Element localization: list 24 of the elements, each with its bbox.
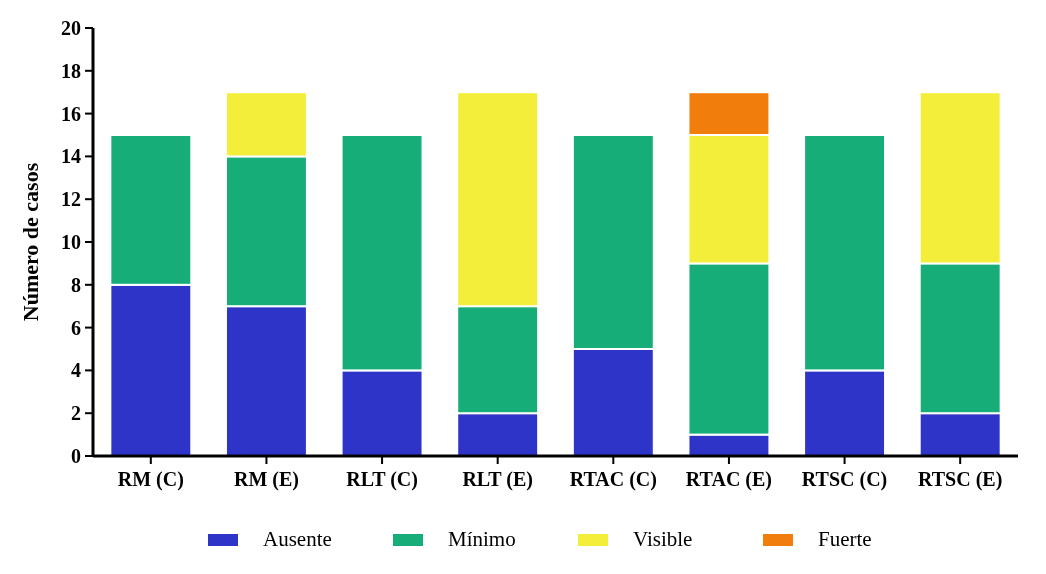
x-tick-label: RTSC (C) — [801, 468, 888, 491]
x-tick-label: RLT (C) — [346, 468, 418, 491]
y-tick-label: 6 — [71, 316, 81, 339]
y-tick-label: 10 — [61, 231, 81, 253]
legend-label: Ausente — [263, 527, 332, 551]
y-axis-title: Número de casos — [18, 162, 43, 322]
x-tick-label: RM (C) — [117, 468, 184, 491]
x-tick-label: RTSC (E) — [918, 468, 1003, 491]
y-tick-label: 12 — [61, 188, 81, 211]
y-tick-label: 18 — [61, 59, 81, 82]
x-tick-label: RTAC (C) — [569, 468, 657, 491]
y-tick-label: 8 — [71, 273, 81, 296]
legend-label: Mínimo — [448, 527, 516, 551]
y-tick-label: 16 — [61, 102, 81, 125]
x-tick-label: RM (E) — [233, 468, 299, 491]
legend-label: Visible — [633, 527, 693, 551]
y-tick-label: 0 — [71, 445, 81, 467]
y-tick-label: 20 — [61, 17, 81, 39]
x-tick-label: RTAC (E) — [685, 468, 773, 491]
x-tick-label: RLT (E) — [462, 468, 533, 491]
y-tick-label: 14 — [61, 145, 81, 168]
y-tick-label: 2 — [71, 402, 81, 425]
y-tick-label: 4 — [71, 359, 81, 382]
legend-label: Fuerte — [818, 527, 872, 551]
